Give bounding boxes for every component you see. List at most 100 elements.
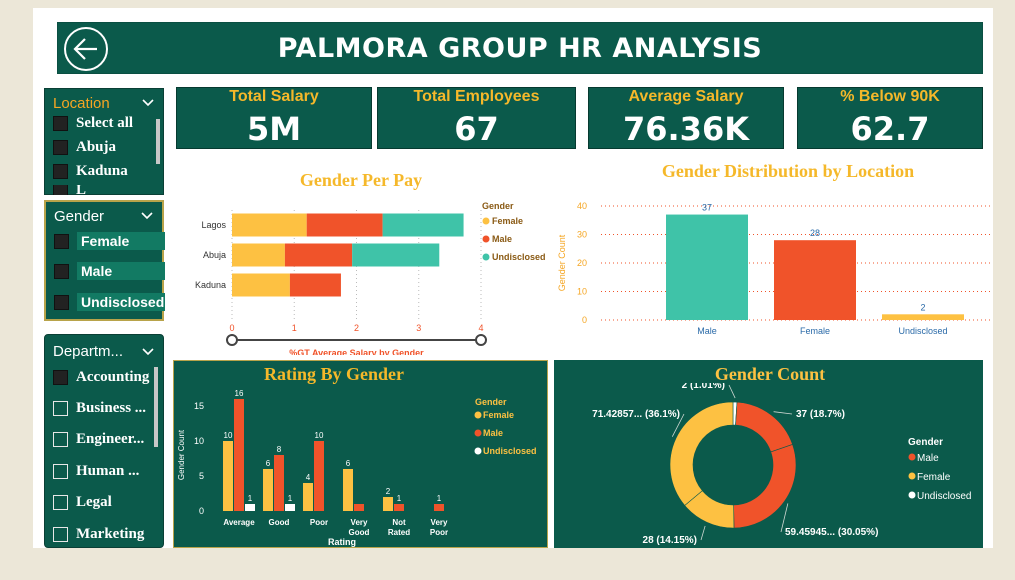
category-label: Very — [351, 518, 368, 527]
bar — [245, 504, 255, 511]
slicer-item-engineering[interactable]: Engineer... — [53, 429, 144, 449]
checkbox[interactable] — [53, 115, 68, 131]
chevron-down-icon[interactable] — [141, 344, 155, 358]
location-slicer[interactable]: Location Select all Abuja Kaduna L — [44, 88, 164, 195]
bar-segment — [382, 213, 464, 237]
donut-slice — [733, 444, 797, 529]
legend-marker — [908, 472, 916, 480]
kpi-below-90k: % Below 90K 62.7 — [797, 87, 983, 149]
legend-marker — [908, 491, 916, 499]
gender-slicer[interactable]: Gender Female Male Undisclosed — [44, 200, 165, 321]
legend-label: Female — [492, 216, 523, 226]
bar — [303, 483, 313, 511]
y-tick-label: 10 — [194, 436, 204, 446]
kpi-total-employees: Total Employees 67 — [377, 87, 576, 149]
legend-label: Undisclosed — [483, 446, 537, 456]
slicer-item-female[interactable]: Female — [54, 231, 165, 251]
category-label: Female — [800, 326, 830, 336]
legend-title: Gender — [475, 397, 507, 407]
bar — [234, 399, 244, 511]
back-button[interactable] — [64, 27, 108, 71]
checkbox[interactable] — [53, 431, 68, 447]
slicer-item-business[interactable]: Business ... — [53, 398, 146, 418]
y-tick-label: 0 — [582, 315, 587, 325]
y-tick-label: 30 — [577, 230, 587, 240]
slicer-item-legal[interactable]: Legal — [53, 492, 112, 512]
y-axis-label: Gender Count — [177, 429, 186, 480]
data-label: 28 — [810, 228, 820, 238]
checkbox[interactable] — [53, 463, 68, 479]
scrollbar[interactable] — [154, 367, 158, 447]
checkbox[interactable] — [53, 185, 68, 195]
scrollbar[interactable] — [156, 119, 160, 164]
bar — [383, 497, 393, 511]
checkbox[interactable] — [53, 139, 68, 155]
gender-per-pay-chart[interactable]: 0 1 2 3 4 Lagos Abuja Kaduna %GT Average Salary … — [176, 190, 561, 355]
bar — [263, 469, 273, 511]
y-tick-label: 15 — [194, 401, 204, 411]
category-label: Poor — [430, 528, 448, 537]
y-tick-label: 20 — [577, 258, 587, 268]
legend-marker — [482, 253, 490, 261]
data-label: 2 (1.01%) — [682, 383, 725, 391]
data-label: 1 — [288, 494, 293, 503]
data-label: 1 — [437, 494, 442, 503]
x-axis-label: %GT Average Salary by Gender — [289, 348, 424, 355]
slicer-item-accounting[interactable]: Accounting — [53, 367, 149, 387]
chevron-down-icon[interactable] — [140, 208, 154, 222]
kpi-value: 62.7 — [850, 110, 930, 148]
category-label: Kaduna — [195, 280, 226, 290]
y-tick-label: 0 — [199, 506, 204, 516]
slicer-item-marketing[interactable]: Marketing — [53, 524, 144, 544]
slicer-item-undisclosed[interactable]: Undisclosed — [54, 292, 165, 312]
department-slicer-title: Departm... — [53, 343, 124, 360]
bar-segment — [352, 243, 440, 267]
legend-label: Male — [483, 428, 503, 438]
legend-title: Gender — [482, 201, 514, 211]
slicer-item-abuja[interactable]: Abuja — [53, 137, 116, 157]
slicer-item-lagos[interactable]: L — [53, 185, 86, 195]
legend-label: Female — [483, 410, 514, 420]
gender-distribution-chart[interactable]: Gender Count 0 10 20 30 40 37 Male 28 Female 2 Undi… — [553, 184, 993, 336]
chevron-down-icon[interactable] — [141, 95, 155, 109]
checkbox[interactable] — [53, 526, 68, 542]
y-axis-label: Gender Count — [557, 234, 567, 291]
slicer-item-select-all[interactable]: Select all — [53, 113, 133, 133]
data-label: 6 — [266, 459, 271, 468]
checkbox[interactable] — [54, 294, 69, 310]
checkbox[interactable] — [54, 263, 69, 279]
department-slicer[interactable]: Departm... Accounting Business ... Engin… — [44, 334, 164, 548]
category-label: Good — [269, 518, 290, 527]
data-label: 10 — [315, 431, 324, 440]
category-label: Very — [431, 518, 448, 527]
checkbox[interactable] — [53, 400, 68, 416]
category-label: Undisclosed — [898, 326, 947, 336]
slicer-item-human-resources[interactable]: Human ... — [53, 461, 139, 481]
leader-line — [780, 503, 789, 533]
back-arrow-icon — [73, 38, 97, 60]
kpi-label: Average Salary — [628, 88, 744, 105]
y-tick-label: 10 — [577, 287, 587, 297]
checkbox[interactable] — [54, 233, 69, 249]
checkbox[interactable] — [53, 369, 68, 385]
bar — [774, 240, 856, 320]
gender-count-chart[interactable]: 2 (1.01%) 37 (18.7%) 59.45945... (30.05%) 2… — [555, 383, 982, 547]
donut-slice — [735, 401, 793, 453]
legend-marker — [908, 453, 916, 461]
slicer-item-kaduna[interactable]: Kaduna — [53, 161, 128, 181]
leader-line — [671, 413, 685, 437]
data-label: 8 — [277, 445, 282, 454]
data-label: 2 — [920, 302, 925, 312]
checkbox[interactable] — [53, 494, 68, 510]
bar-segment — [232, 243, 285, 267]
kpi-value: 67 — [454, 110, 499, 148]
bar — [223, 441, 233, 511]
gender-per-pay-title: Gender Per Pay — [299, 170, 423, 190]
x-tick-label: 1 — [292, 323, 297, 333]
category-label: Lagos — [201, 220, 226, 230]
data-label: 59.45945... (30.05%) — [785, 527, 878, 538]
slicer-item-male[interactable]: Male — [54, 261, 165, 281]
rating-by-gender-chart[interactable]: Gender Count05101510161Average681Good410… — [174, 385, 547, 547]
checkbox[interactable] — [53, 163, 68, 179]
page-title: PALMORA GROUP HR ANALYSIS — [277, 32, 763, 64]
